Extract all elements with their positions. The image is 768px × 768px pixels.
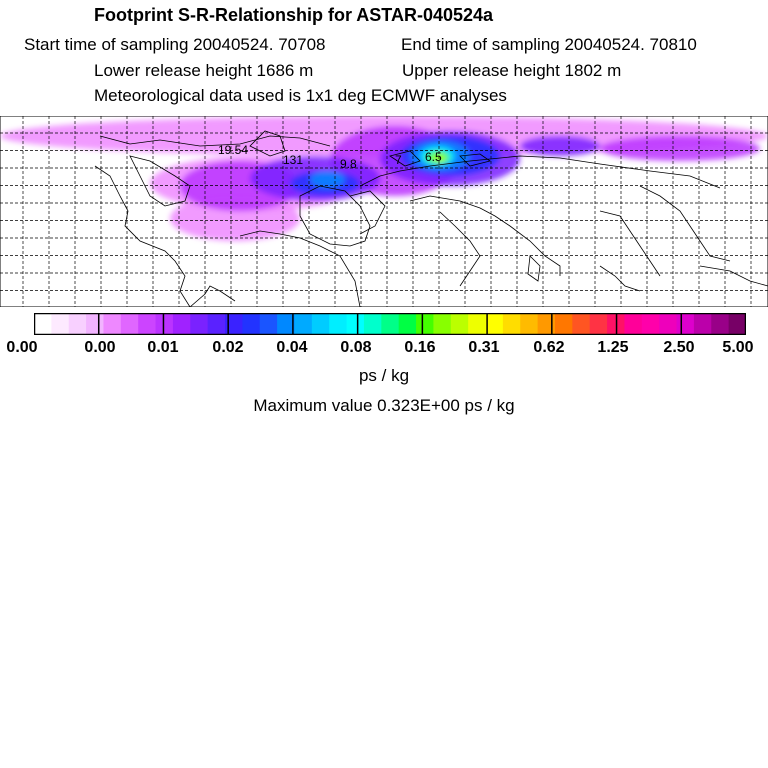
colorbar-cell	[138, 313, 157, 335]
colorbar-cell	[120, 313, 139, 335]
lat-lon-grid	[0, 116, 768, 307]
plot-title: Footprint S-R-Relationship for ASTAR-040…	[94, 5, 494, 25]
colorbar	[34, 313, 746, 335]
colorbar-cell	[294, 313, 313, 335]
colorbar-cell	[68, 313, 87, 335]
colorbar-cell	[450, 313, 469, 335]
footprint-plume	[0, 116, 768, 241]
colorbar-cell	[537, 313, 556, 335]
colorbar-cell	[277, 313, 295, 335]
release-label: 6.5	[425, 150, 442, 164]
colorbar-cell	[190, 313, 209, 335]
colorbar-cell	[485, 313, 504, 335]
release-label: 7	[395, 153, 402, 167]
colorbar-tick-label: 0.31	[468, 339, 500, 356]
colorbar-tick-label: 1.25	[597, 339, 629, 356]
colorbar-cell	[589, 313, 608, 335]
plume-blob	[520, 136, 600, 156]
colorbar-cell	[554, 313, 573, 335]
colorbar-cell	[311, 313, 330, 335]
release-label: 131	[283, 153, 303, 167]
colorbar-cell	[416, 313, 434, 335]
colorbar-tick-label: 0.16	[404, 339, 436, 356]
colorbar-cell	[363, 313, 382, 335]
colorbar-cell	[693, 313, 712, 335]
colorbar-cell	[225, 313, 243, 335]
colorbar-cell	[520, 313, 539, 335]
colorbar-cell	[624, 313, 643, 335]
colorbar-cell	[676, 313, 695, 335]
colorbar-tick-label: 0.02	[212, 339, 244, 356]
colorbar-cell	[103, 313, 122, 335]
colorbar-cell	[641, 313, 660, 335]
colorbar-cell	[51, 313, 70, 335]
colorbar-tick-label: 2.50	[663, 339, 695, 356]
colorbar-cell	[398, 313, 417, 335]
colorbar-cell	[34, 313, 52, 335]
colorbar-cell	[572, 313, 591, 335]
colorbar-cell	[86, 313, 104, 335]
units-label: ps / kg	[358, 366, 410, 385]
colorbar-cell	[711, 313, 730, 335]
met-data-label: Meteorological data used is 1x1 deg ECMW…	[94, 86, 507, 105]
release-label: 9.8	[340, 157, 357, 171]
colorbar-tick-label: 0.04	[276, 339, 308, 356]
lower-height-label: Lower release height 1686 m	[94, 61, 314, 80]
colorbar-cell	[242, 313, 261, 335]
plume-blob	[600, 136, 760, 161]
colorbar-cell	[259, 313, 278, 335]
colorbar-cell	[207, 313, 226, 335]
colorbar-tick-label: 0.01	[147, 339, 179, 356]
colorbar-cell	[329, 313, 348, 335]
colorbar-cell	[468, 313, 487, 335]
footprint-map: 19.54 131 9.8 7 6.5	[0, 116, 768, 307]
colorbar-cell	[172, 313, 191, 335]
colorbar-cell	[346, 313, 365, 335]
colorbar-tick-label: 0.00	[6, 339, 38, 356]
max-value-label: Maximum value 0.323E+00 ps / kg	[253, 396, 515, 415]
end-time-label: End time of sampling 20040524. 70810	[401, 35, 697, 54]
release-point-labels: 19.54 131 9.8 7 6.5	[218, 143, 442, 171]
colorbar-tick-label: 0.62	[533, 339, 565, 356]
start-time-label: Start time of sampling 20040524. 70708	[24, 35, 326, 54]
release-label: 19.54	[218, 143, 248, 157]
colorbar-tick-label: 0.00	[84, 339, 116, 356]
colorbar-tick-label: 5.00	[722, 339, 754, 356]
coastlines	[94, 130, 768, 307]
colorbar-cell	[502, 313, 521, 335]
colorbar-cell	[155, 313, 174, 335]
plume-blob	[310, 171, 345, 188]
colorbar-cell	[433, 313, 452, 335]
colorbar-cell	[381, 313, 400, 335]
colorbar-cell	[728, 313, 746, 335]
colorbar-tick-label: 0.08	[340, 339, 372, 356]
colorbar-cell	[659, 313, 678, 335]
upper-height-label: Upper release height 1802 m	[402, 61, 622, 80]
